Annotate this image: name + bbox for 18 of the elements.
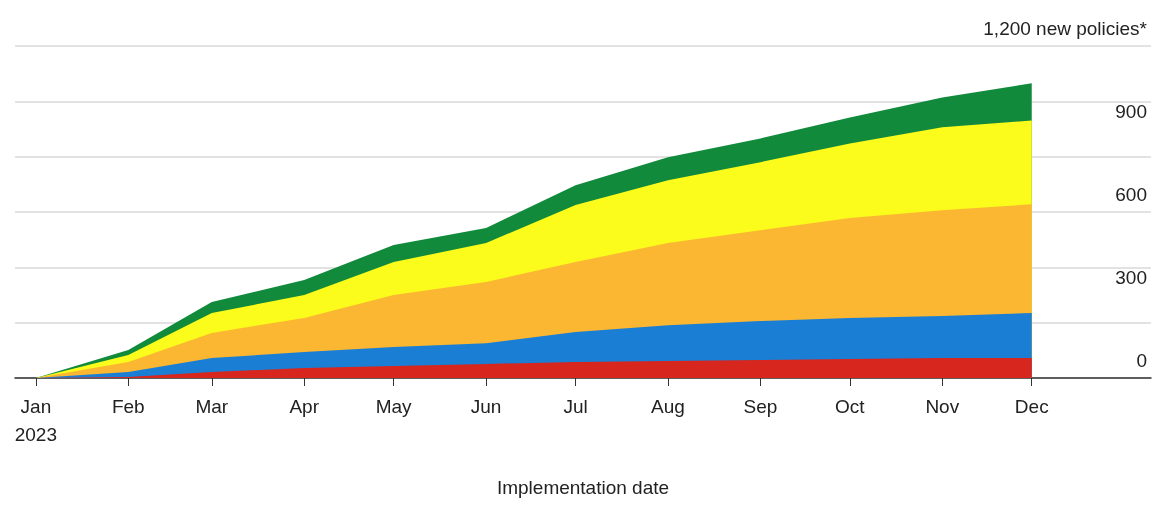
x-axis-title: Implementation date <box>496 477 670 498</box>
x-tick-label: Oct <box>835 395 866 417</box>
x-tick-label: Jan 2023 <box>14 395 58 445</box>
x-tick-label: Mar <box>195 395 229 417</box>
y-tick-label: 0 <box>1136 350 1147 371</box>
x-tick-label: Apr <box>289 395 320 417</box>
x-tick-label: Jul <box>563 395 588 417</box>
y-tick-label: 300 <box>1115 267 1147 288</box>
y-tick-label: 1,200 new policies* <box>983 18 1148 39</box>
x-tick-label: Sep <box>743 395 778 417</box>
x-tick-label: May <box>375 395 413 417</box>
x-tick-label: Feb <box>111 395 145 417</box>
y-tick-label: 900 <box>1115 101 1147 122</box>
x-tick-label: Dec <box>1014 395 1049 417</box>
y-tick-label: 600 <box>1115 184 1147 205</box>
x-tick-label: Jun <box>470 395 502 417</box>
x-tick-label: Nov <box>925 395 960 417</box>
x-tick-label: Aug <box>651 395 685 417</box>
